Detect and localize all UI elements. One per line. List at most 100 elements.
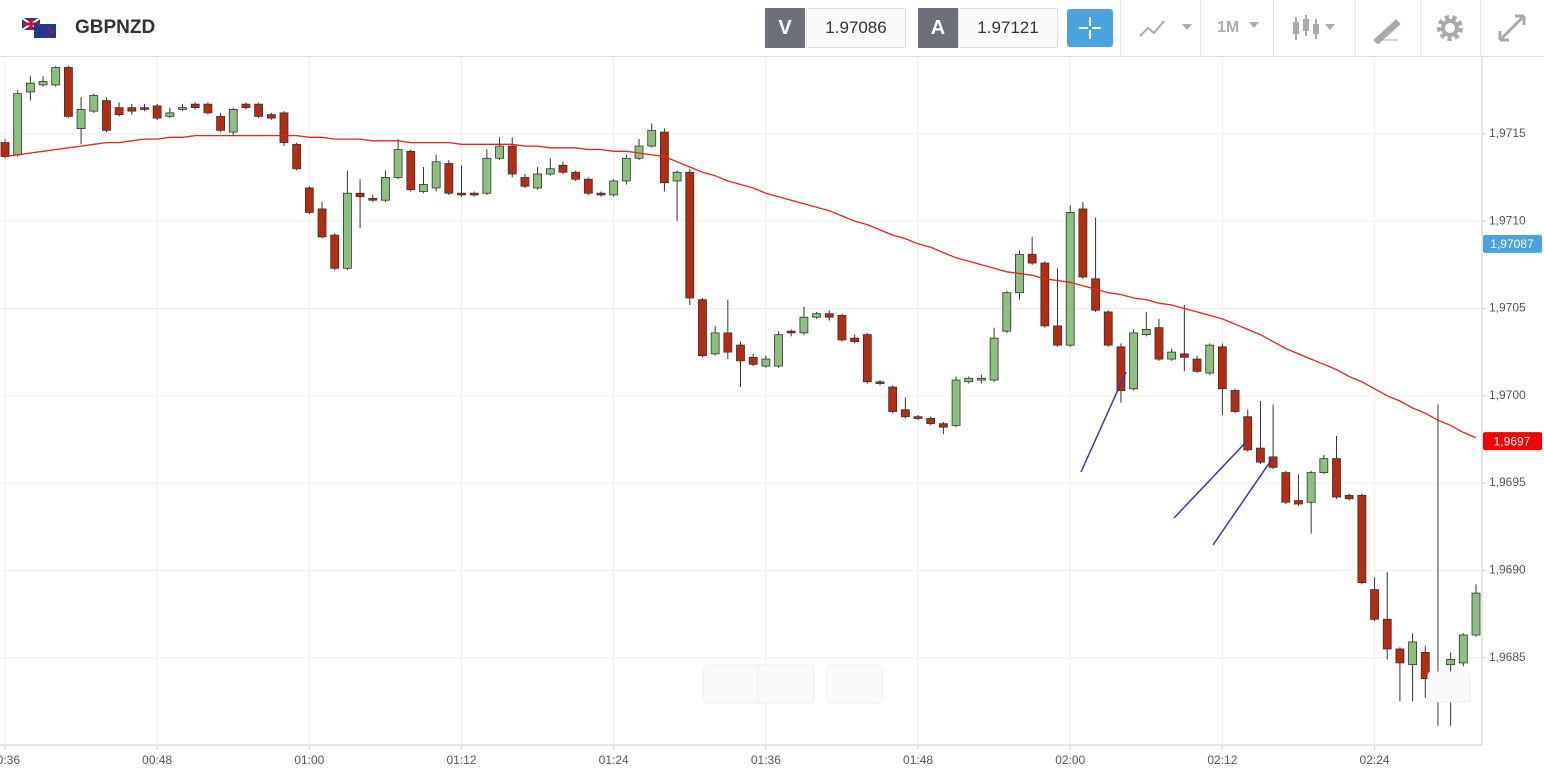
- candle-body: [685, 171, 695, 299]
- candle-body: [875, 381, 885, 384]
- separator: [1120, 0, 1121, 56]
- candle-body: [330, 234, 340, 269]
- nav-button[interactable]: [826, 664, 883, 704]
- candle-body: [710, 332, 720, 355]
- moving-average: [4, 134, 1477, 439]
- x-tick-label: 01:48: [903, 753, 933, 767]
- candle-body: [571, 171, 581, 180]
- candle-body: [304, 187, 314, 213]
- candle-body: [1306, 472, 1316, 503]
- candle-body: [824, 313, 834, 318]
- candle-body: [1065, 212, 1075, 346]
- y-tick-label: 1,9715: [1489, 126, 1526, 140]
- candle-body: [165, 112, 175, 117]
- candle-body: [127, 107, 137, 112]
- candle-body: [723, 332, 733, 353]
- ask-price[interactable]: 1.97121: [958, 8, 1058, 48]
- candle-body: [837, 315, 847, 341]
- candle-body: [152, 105, 162, 119]
- candle-body: [38, 81, 48, 86]
- price-tag: [1483, 234, 1542, 253]
- candle-body: [1294, 500, 1303, 505]
- candle-body: [431, 161, 441, 189]
- candle-body: [786, 330, 796, 334]
- candle-body: [254, 103, 264, 117]
- candle-body: [1002, 292, 1012, 332]
- y-tick-label: 1,9690: [1489, 563, 1526, 577]
- candle-style-button[interactable]: [1290, 14, 1350, 44]
- bid-label[interactable]: V: [765, 8, 805, 48]
- chart-type-button[interactable]: [1138, 14, 1198, 44]
- x-tick-label: 02:00: [1055, 753, 1085, 767]
- candle-body: [1230, 390, 1240, 412]
- candle-body: [545, 168, 555, 175]
- candle-body: [1192, 358, 1202, 372]
- candle-body: [469, 192, 479, 196]
- price-tag-label: 1,97087: [1490, 237, 1534, 251]
- fullscreen-button[interactable]: [1497, 13, 1527, 43]
- trend-line: [1173, 439, 1249, 519]
- candle-body: [672, 171, 682, 182]
- candle-body: [938, 423, 948, 428]
- candle-body: [1091, 278, 1100, 311]
- candle-body: [355, 192, 365, 198]
- price-tag: [1483, 432, 1542, 451]
- candle-body: [1281, 472, 1291, 503]
- candle-body: [419, 184, 428, 192]
- marks: [0, 57, 1482, 745]
- symbol: GBPNZD: [75, 17, 156, 38]
- candle-body: [1332, 458, 1341, 498]
- candle-body: [1129, 332, 1139, 390]
- trend-line: [1080, 371, 1127, 473]
- candle-body: [1141, 329, 1151, 336]
- y-tick-label: 1,9695: [1489, 475, 1526, 489]
- ask-label[interactable]: A: [918, 8, 958, 48]
- crosshair-button[interactable]: [1067, 9, 1113, 47]
- x-tick-label: 00:36: [0, 753, 20, 767]
- candle-body: [977, 377, 986, 381]
- candle-body: [913, 416, 923, 419]
- candle-body: [495, 145, 504, 159]
- candle-body: [647, 129, 657, 147]
- candle-body: [102, 100, 111, 131]
- candle-body: [406, 150, 416, 191]
- candle-body: [596, 192, 606, 196]
- nav-button[interactable]: [1427, 671, 1471, 703]
- candle-body: [342, 192, 352, 269]
- candle-body: [1420, 652, 1430, 680]
- candle-body: [698, 299, 707, 356]
- separator: [1355, 0, 1356, 56]
- candle-body: [1357, 494, 1367, 584]
- candle-body: [1471, 592, 1481, 636]
- price-tag-label: 1,9697: [1494, 434, 1531, 448]
- candle-body: [216, 115, 225, 131]
- candle-body: [862, 334, 872, 383]
- candle-body: [900, 409, 910, 418]
- candle-body: [482, 157, 492, 194]
- candle-body: [850, 337, 860, 343]
- candle-body: [444, 163, 454, 194]
- candle-body: [178, 107, 187, 110]
- candle-body: [1154, 327, 1164, 360]
- x-tick-label: 01:36: [751, 753, 781, 767]
- x-tick-label: 02:24: [1360, 753, 1390, 767]
- candle-body: [241, 103, 251, 109]
- timeframe-button[interactable]: 1M: [1217, 19, 1240, 36]
- candle-body: [1370, 589, 1379, 620]
- candle-body: [266, 114, 276, 119]
- candle-body: [1040, 262, 1050, 327]
- candle-body: [25, 82, 35, 93]
- candle-body: [1078, 208, 1088, 278]
- candle-body: [76, 108, 86, 129]
- bid-price[interactable]: 1.97086: [806, 8, 906, 48]
- candle-body: [203, 103, 213, 114]
- candle-body: [1256, 447, 1265, 463]
- x-tick-label: 01:00: [294, 753, 324, 767]
- settings-button[interactable]: [1436, 13, 1466, 43]
- separator: [1200, 0, 1201, 56]
- draw-tool-button[interactable]: [1372, 14, 1402, 44]
- candle-body: [748, 356, 758, 365]
- candle-body: [1408, 641, 1417, 666]
